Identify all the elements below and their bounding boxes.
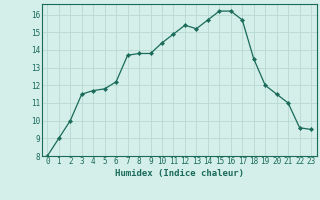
X-axis label: Humidex (Indice chaleur): Humidex (Indice chaleur) — [115, 169, 244, 178]
